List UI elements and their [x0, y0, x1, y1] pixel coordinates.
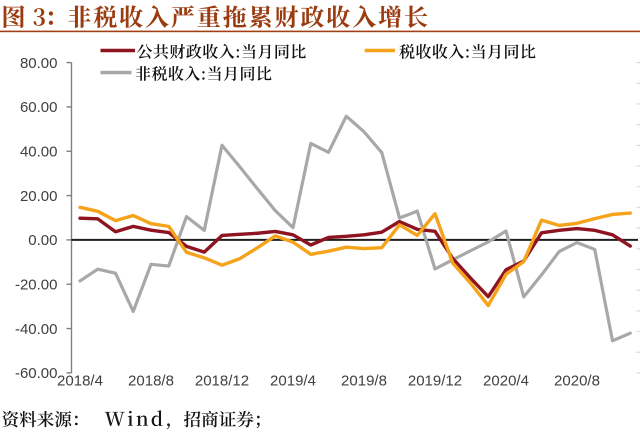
svg-text:-40.00: -40.00	[15, 321, 58, 338]
svg-text:2020/8: 2020/8	[554, 373, 600, 390]
svg-text:2018/4: 2018/4	[57, 373, 103, 390]
svg-text:2019/8: 2019/8	[341, 373, 387, 390]
svg-text:2020/4: 2020/4	[483, 373, 529, 390]
svg-text:2018/8: 2018/8	[128, 373, 174, 390]
svg-text:-20.00: -20.00	[15, 277, 58, 294]
svg-text:60.00: 60.00	[20, 99, 58, 116]
svg-text:-60.00: -60.00	[15, 365, 58, 382]
svg-text:20.00: 20.00	[20, 188, 58, 205]
svg-text:2019/12: 2019/12	[408, 373, 462, 390]
svg-text:2018/12: 2018/12	[195, 373, 249, 390]
svg-text:0.00: 0.00	[28, 232, 57, 249]
svg-text:2019/4: 2019/4	[270, 373, 316, 390]
svg-text:40.00: 40.00	[20, 144, 58, 161]
svg-text:80.00: 80.00	[20, 55, 58, 72]
